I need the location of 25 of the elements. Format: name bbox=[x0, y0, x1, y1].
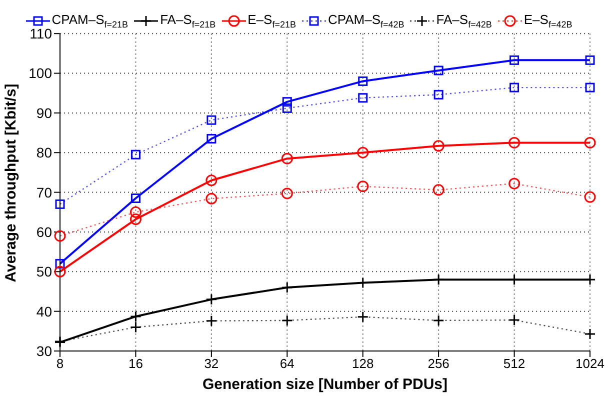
x-tick-label: 32 bbox=[204, 356, 219, 372]
y-tick-label: 90 bbox=[36, 104, 52, 121]
x-tick-label: 8 bbox=[56, 356, 64, 372]
y-tick-label: 80 bbox=[36, 144, 52, 161]
y-tick-label: 60 bbox=[36, 224, 52, 240]
legend-label: E–S$_{f=42B}$ bbox=[524, 12, 572, 30]
legend-label: E–S$_{f=21B}$ bbox=[248, 12, 296, 30]
x-tick-label: 16 bbox=[128, 356, 143, 372]
x-tick-label: 1024 bbox=[576, 356, 604, 372]
legend-label: CPAM–S$_{f=42B}$ bbox=[328, 12, 404, 30]
y-tick-label: 110 bbox=[30, 26, 52, 42]
x-tick-label: 256 bbox=[428, 356, 450, 372]
y-axis-title: Average throughput [Kbit/s] bbox=[2, 84, 20, 282]
x-axis-title: Generation size [Number of PDUs] bbox=[202, 376, 448, 393]
y-tick-label: 40 bbox=[36, 303, 52, 320]
legend-label: CPAM–S$_{f=21B}$ bbox=[52, 12, 128, 30]
y-tick-label: 30 bbox=[36, 342, 52, 359]
legend-label: FA–S$_{f=42B}$ bbox=[436, 12, 492, 30]
legend-label: FA–S$_{f=21B}$ bbox=[160, 12, 216, 30]
y-tick-label: 50 bbox=[36, 264, 52, 280]
x-tick-label: 512 bbox=[503, 356, 526, 372]
x-tick-label: 64 bbox=[280, 356, 294, 372]
y-tick-label: 70 bbox=[36, 184, 52, 200]
x-tick-label: 128 bbox=[352, 356, 374, 372]
y-tick-label: 100 bbox=[28, 65, 52, 82]
